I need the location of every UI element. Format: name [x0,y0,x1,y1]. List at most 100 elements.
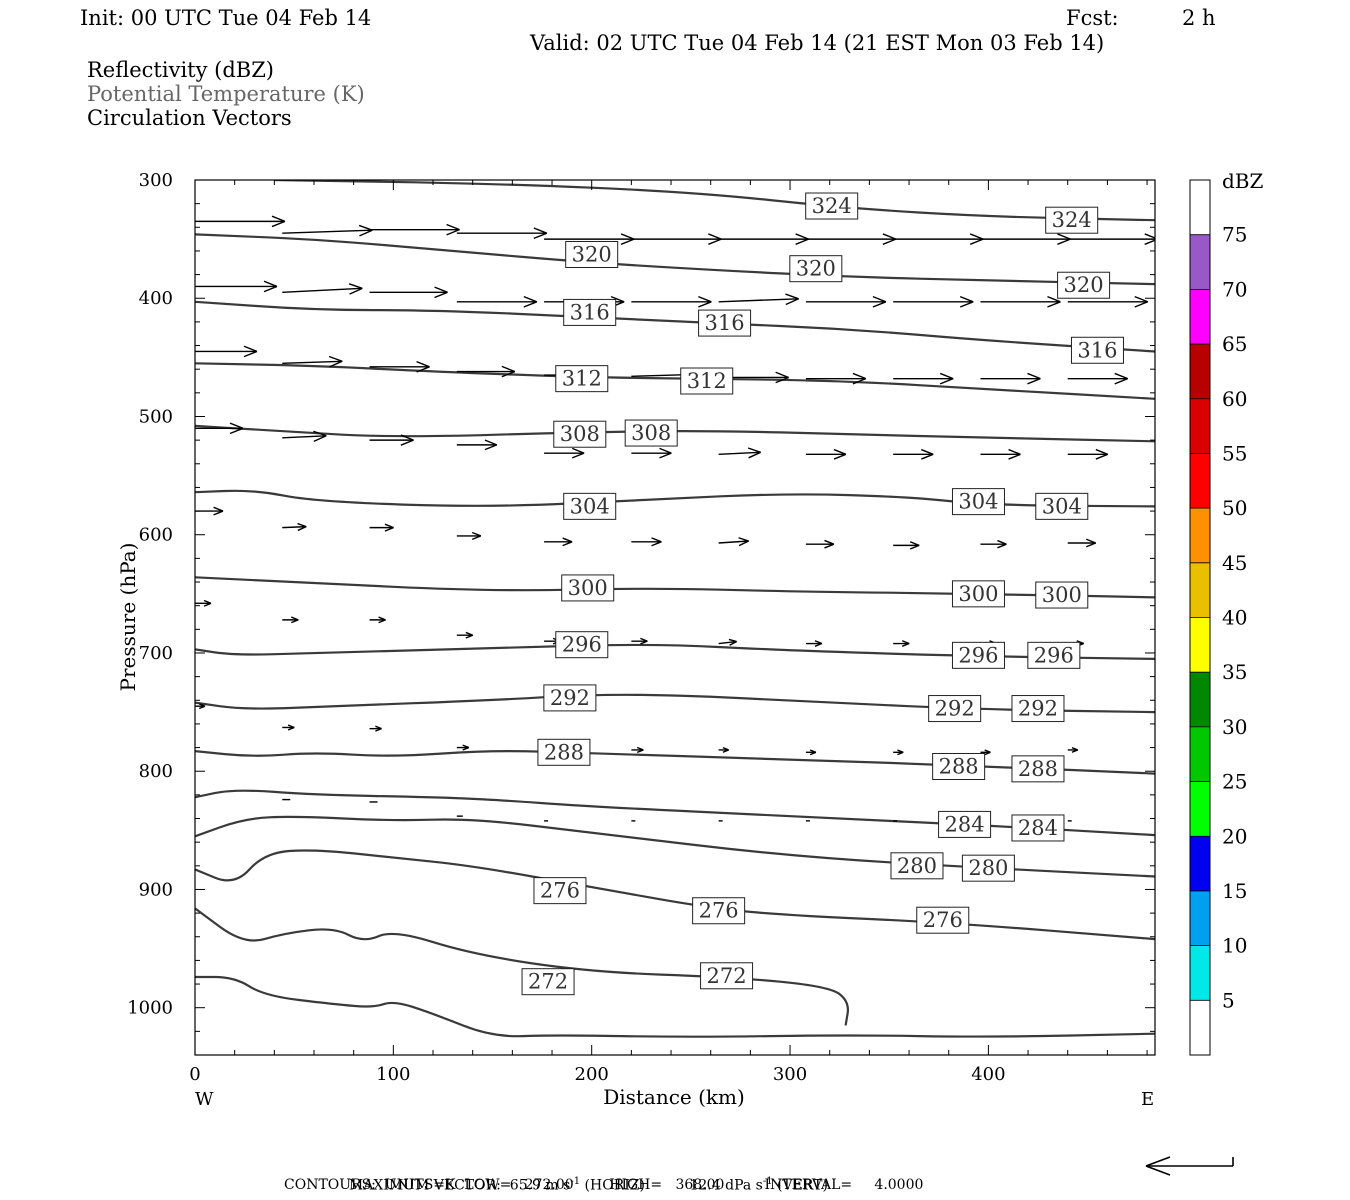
colorbar-label-50: 50 [1222,496,1247,520]
isentrope-contours [195,180,1155,1038]
contour-label-300: 300 [561,574,615,602]
contour-label-312: 312 [555,365,609,393]
contour-label-box [698,309,752,337]
wind-vector [195,345,258,358]
isentrope-292 [195,693,1155,714]
colorbar-label-30: 30 [1222,715,1247,739]
wind-vector [282,430,327,443]
contour-label-text: 316 [705,311,745,335]
wind-vector [631,447,672,459]
wind-vector [456,631,474,639]
colorbar-segment-25 [1190,726,1210,782]
x-tick-label: 100 [376,1064,410,1085]
wind-vector [282,224,373,237]
contour-label-box [951,580,1005,608]
wind-vector [282,522,307,532]
isentrope-272 [195,907,849,1026]
contour-label-text: 292 [935,697,975,721]
wind-vector [282,355,343,368]
y-tick-label: 500 [139,406,173,427]
max-vector-line: MAXIMUM VECTOR: 65.9 m s-1 (HORIZ) 12.4 … [340,1158,828,1194]
vert-unit-exponent: -1 [762,1176,773,1187]
wind-vector [893,448,934,460]
contour-label-316: 316 [698,309,752,337]
wind-vector [980,448,1021,460]
forecast-label: Fcst: [1066,6,1119,30]
wind-vector [369,286,448,299]
isentrope-324 [274,180,1155,222]
colorbar-segment-30 [1190,672,1210,727]
wind-vector [631,233,722,245]
contour-label-text: 308 [631,421,671,445]
contour-label-276: 276 [533,877,587,905]
contour-label-text: 324 [812,194,852,218]
isentrope-320 [195,233,1155,286]
contour-label-text: 304 [1042,494,1082,518]
contour-label-text: 280 [897,854,937,878]
wind-vector [456,744,470,751]
wind-vector [369,360,430,373]
wind-vector [369,616,386,624]
wind-vector [805,640,823,647]
colorbar-segment-60 [1190,344,1210,399]
contour-label-320: 320 [789,255,843,283]
contour-label-text: 316 [570,300,610,324]
contour-label-box [563,492,617,520]
contour-label-text: 280 [968,856,1008,880]
wind-vector [282,724,295,731]
contour-label-280: 280 [961,854,1015,882]
vert-tag: (VERT) [777,1177,828,1194]
wind-vector [195,422,244,435]
contour-label-308: 308 [553,420,607,448]
contour-label-box [521,968,575,996]
colorbar-label-55: 55 [1222,441,1247,465]
contour-label-316: 316 [1070,336,1124,364]
max-vector-vert: 12.4 dPa s [689,1177,763,1194]
contour-label-box [951,488,1005,516]
contour-label-text: 284 [945,812,985,836]
contour-label-288: 288 [932,752,986,780]
contour-label-box [938,810,992,838]
wind-vector [195,280,278,293]
contour-label-276: 276 [692,897,746,925]
wind-vector [195,215,286,228]
contour-label-box [1045,206,1099,234]
contour-label-text: 288 [544,740,584,764]
plot-frame [194,179,1156,1056]
isentrope-280 [195,815,1155,878]
colorbar-segment-40 [1190,562,1210,618]
wind-vector [718,746,729,753]
wind-vector [1067,746,1078,753]
y-tick-label: 900 [139,879,173,900]
wind-vector [718,233,809,245]
wind-vector [631,637,648,645]
wind-vector [282,616,299,624]
horiz-unit-exponent: -1 [570,1176,581,1187]
colorbar-label-75: 75 [1222,223,1247,247]
contour-label-text: 276 [699,899,739,923]
isentrope-288 [195,750,1155,775]
wind-vector [1067,295,1148,308]
colorbar-segment-20 [1190,781,1210,837]
contour-label-text: 296 [958,643,998,667]
contour-label-box [1011,814,1065,842]
wind-vector [631,537,662,547]
axis-ticks: 0 100 200 300 400 300 400 500 600 700 800 900 1000 [127,170,1155,1085]
contour-label-box [537,738,591,766]
colorbar-label-5: 5 [1222,988,1235,1012]
colorbar-frame [1189,179,1211,1056]
contour-label-text: 312 [687,369,727,393]
contour-label-284: 284 [1011,814,1065,842]
reference-vector-icon [1145,1156,1234,1176]
contour-label-box [961,854,1015,882]
contour-label-text: 284 [1018,816,1058,840]
contour-label-292: 292 [543,684,597,712]
contour-label-box [1011,695,1065,723]
contour-label-text: 304 [958,490,998,514]
contour-label-box [1027,641,1081,669]
x-axis-east-label: E [1141,1089,1154,1110]
isentrope-296 [195,643,1155,660]
wind-vector [1067,538,1096,548]
contour-label-text: 288 [1018,757,1058,781]
